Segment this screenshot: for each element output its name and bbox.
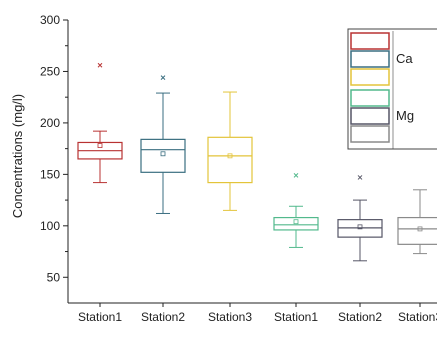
y-tick-label: 150 [40, 167, 60, 181]
iqr-box [397, 216, 437, 245]
box-5 [337, 175, 383, 262]
x-tick-label: Station1 [274, 310, 318, 324]
legend-frame [347, 28, 437, 150]
y-tick-label: 100 [40, 219, 60, 233]
box-1 [77, 62, 123, 184]
y-tick-label: 50 [47, 270, 61, 284]
y-tick-label: 250 [40, 64, 60, 78]
legend: Ca Mg [347, 28, 437, 150]
x-tick-label: Station2 [141, 310, 185, 324]
legend-swatch [350, 107, 390, 125]
outlier-point [97, 62, 103, 68]
mean-marker [227, 153, 233, 159]
box-3 [207, 91, 253, 211]
legend-label: Mg [396, 108, 414, 123]
box-4 [273, 173, 319, 248]
box-2 [140, 75, 186, 214]
legend-swatch [350, 32, 390, 50]
iqr-box [273, 216, 319, 231]
legend-label: Ca [396, 51, 413, 66]
x-tick-label: Station2 [338, 310, 382, 324]
outlier-point [160, 75, 166, 80]
y-tick-label: 300 [40, 13, 60, 27]
legend-swatch [350, 50, 390, 68]
x-tick-label: Station3 [208, 310, 252, 324]
mean-marker [357, 224, 363, 230]
x-tick-label: Station1 [78, 310, 122, 324]
legend-swatch [350, 68, 390, 86]
mean-marker [293, 219, 299, 225]
legend-swatch [350, 125, 390, 143]
y-tick-label: 200 [40, 116, 60, 130]
outlier-point [357, 175, 363, 180]
boxes-layer [77, 62, 437, 262]
iqr-box [140, 138, 186, 173]
ticks-layer: 50 100 150 200 250 300 Station1 Station2 Station… [40, 13, 437, 324]
outlier-point [293, 173, 299, 178]
y-axis-title: Concentrations (mg/l) [10, 94, 25, 218]
plot-area [67, 20, 437, 304]
mean-marker [97, 143, 103, 148]
iqr-box [207, 136, 253, 184]
mean-marker [160, 151, 166, 157]
box-6 [397, 189, 437, 255]
x-tick-label: Station3 [398, 310, 437, 324]
legend-swatch [350, 89, 390, 107]
mean-marker [417, 226, 423, 232]
